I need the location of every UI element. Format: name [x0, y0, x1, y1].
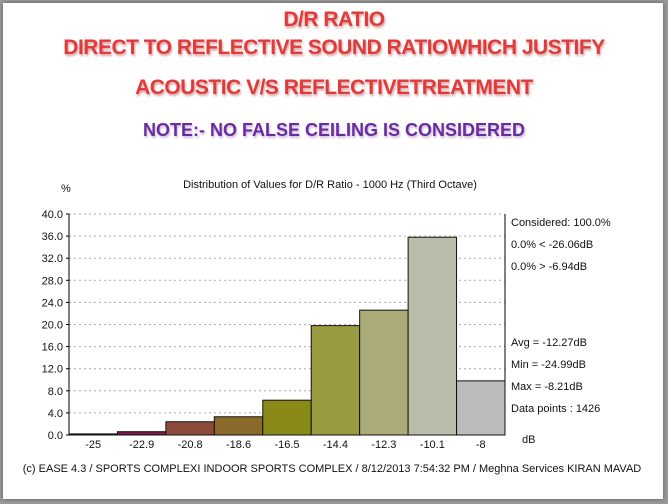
x-tick-label: -18.6 [226, 439, 251, 451]
x-tick-label: -16.5 [274, 439, 299, 451]
x-tick-label: -8 [476, 439, 486, 451]
bar--16.5 [262, 399, 312, 436]
x-tick-label: -14.4 [323, 439, 348, 451]
x-tick-label: -10.1 [420, 439, 445, 451]
y-tick-label: 36.0 [42, 231, 63, 243]
bar--18.6 [213, 416, 264, 436]
bar--25 [68, 433, 118, 436]
y-tick-label: 40.0 [42, 209, 63, 221]
footer: (c) EASE 4.3 / SPORTS COMPLEXI INDOOR SP… [23, 463, 642, 475]
y-tick-label: 24.0 [42, 297, 63, 309]
bar--14.4 [310, 325, 361, 436]
x-tick-label: -12.3 [371, 439, 396, 451]
chart-title: Distribution of Values for D/R Ratio - 1… [183, 179, 477, 191]
stat-bottom: Avg = -12.27dB [511, 337, 587, 349]
x-axis-label: dB [522, 434, 535, 446]
x-tick-label: -25 [85, 439, 101, 451]
y-tick-label: 4.0 [48, 408, 63, 420]
stat-bottom: Data points : 1426 [511, 403, 600, 415]
y-tick-label: 28.0 [42, 275, 63, 287]
stat-bottom: Min = -24.99dB [511, 359, 586, 371]
heading-line3: ACOUSTIC V/S REFLECTIVETREATMENT [135, 76, 533, 99]
stat-top: Considered: 100.0% [511, 217, 611, 229]
heading-line1: D/R RATIO [283, 8, 385, 31]
y-tick-label: 20.0 [42, 320, 63, 332]
y-tick-label: 16.0 [42, 342, 63, 354]
bar--20.8 [165, 421, 215, 436]
x-tick-label: -22.9 [129, 439, 154, 451]
heading-line2: DIRECT TO REFLECTIVE SOUND RATIOWHICH JU… [63, 36, 605, 59]
stat-top: 0.0% < -26.06dB [511, 239, 593, 251]
y-tick-label: 8.0 [48, 386, 63, 398]
bar--8 [456, 380, 506, 436]
y-tick-label: 0.0 [48, 430, 63, 442]
stat-bottom: Max = -8.21dB [511, 381, 583, 393]
note: NOTE:- NO FALSE CEILING IS CONSIDERED [142, 120, 526, 140]
stat-top: 0.0% > -6.94dB [511, 261, 587, 273]
bar--12.3 [359, 309, 409, 436]
bar--22.9 [116, 431, 167, 436]
bar--10.1 [407, 236, 458, 436]
y-axis-label: % [61, 183, 71, 195]
x-tick-label: -20.8 [178, 439, 203, 451]
y-tick-label: 12.0 [42, 364, 63, 376]
y-tick-label: 32.0 [42, 253, 63, 265]
